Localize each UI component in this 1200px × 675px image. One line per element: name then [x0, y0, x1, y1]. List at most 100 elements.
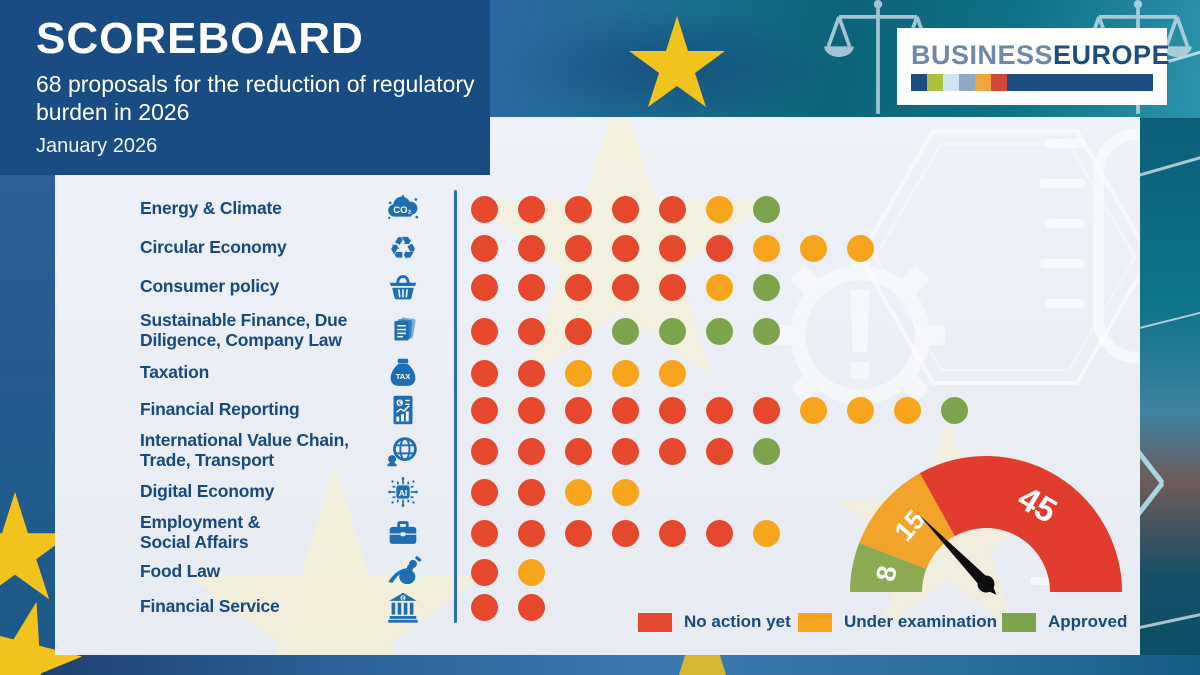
legend-swatch	[1002, 612, 1036, 632]
status-dot-no_action	[612, 195, 639, 223]
briefcase-icon	[384, 514, 422, 552]
legend-label: No action yet	[684, 612, 791, 631]
background-bottom-band	[0, 655, 1200, 675]
status-dot-no_action	[518, 396, 545, 424]
status-dot-no_action	[659, 234, 686, 262]
status-dot-no_action	[518, 437, 545, 465]
status-dot-no_action	[659, 273, 686, 301]
status-dots	[471, 396, 968, 424]
legend-label: Under examination	[844, 612, 998, 631]
logo-color-square	[959, 74, 975, 91]
category-separator-line	[454, 190, 457, 623]
gauge-value-label: 8	[871, 563, 903, 583]
gauge-segment-approved	[850, 542, 927, 592]
basket-icon	[384, 268, 422, 306]
logo-word-business: BUSINESS	[911, 40, 1054, 70]
watermark-bar	[1040, 259, 1085, 268]
background-right-band	[1140, 118, 1200, 655]
status-dot-no_action	[565, 437, 592, 465]
gauge-needle-pivot	[977, 575, 995, 593]
status-dots	[471, 478, 639, 506]
status-dot-under_examination	[706, 273, 733, 301]
category-label: Digital Economy	[140, 481, 275, 502]
documents-icon	[384, 312, 422, 350]
status-dot-no_action	[471, 195, 498, 223]
status-dot-under_examination	[612, 359, 639, 387]
status-dots	[471, 273, 780, 301]
gauge-segment-under_examination	[859, 473, 955, 569]
legend-item: No action yet	[638, 612, 791, 632]
status-dot-no_action	[565, 273, 592, 301]
status-dot-no_action	[706, 396, 733, 424]
svg-text:AI: AI	[399, 488, 408, 498]
status-dots	[471, 234, 874, 262]
status-dot-no_action	[706, 234, 733, 262]
status-dots	[471, 359, 686, 387]
legend-item: Under examination	[798, 612, 997, 632]
bank-icon: €	[384, 588, 422, 626]
status-dot-no_action	[612, 273, 639, 301]
status-dot-no_action	[659, 437, 686, 465]
watermark-bar	[1040, 179, 1085, 188]
globe-icon	[384, 432, 422, 470]
logo-color-square	[927, 74, 943, 91]
gauge-segment-no_action	[919, 456, 1122, 592]
status-dot-no_action	[659, 396, 686, 424]
status-dot-under_examination	[753, 234, 780, 262]
ai-chip-icon: AI	[384, 473, 422, 511]
category-label: Sustainable Finance, Due Diligence, Comp…	[140, 310, 348, 350]
co2-cloud-icon: CO₂	[384, 190, 422, 228]
category-label: Financial Service	[140, 596, 280, 617]
status-dot-no_action	[753, 396, 780, 424]
status-dot-no_action	[471, 359, 498, 387]
status-dot-no_action	[471, 437, 498, 465]
status-dot-no_action	[612, 519, 639, 547]
report-icon: €	[384, 391, 422, 429]
status-dot-no_action	[565, 234, 592, 262]
watermark-screen-bracket	[1093, 129, 1140, 363]
watermark-bar	[1045, 299, 1085, 308]
recycle-icon: ♻	[384, 229, 422, 267]
status-dot-under_examination	[518, 558, 545, 586]
svg-text:TAX: TAX	[396, 372, 411, 381]
status-dot-under_examination	[800, 396, 827, 424]
logo-color-long-bar	[1007, 74, 1153, 91]
status-dot-no_action	[471, 396, 498, 424]
status-dot-no_action	[565, 519, 592, 547]
status-dot-no_action	[706, 519, 733, 547]
status-dot-no_action	[518, 359, 545, 387]
status-dot-no_action	[518, 273, 545, 301]
category-label: International Value Chain, Trade, Transp…	[140, 430, 349, 470]
status-dot-under_examination	[706, 195, 733, 223]
logo-color-square	[975, 74, 991, 91]
status-dot-under_examination	[659, 359, 686, 387]
status-dots	[471, 317, 780, 345]
status-dot-no_action	[612, 396, 639, 424]
status-dots	[471, 558, 545, 586]
logo-word-europe: EUROPE	[1053, 40, 1171, 70]
status-dot-no_action	[565, 317, 592, 345]
status-dot-no_action	[471, 234, 498, 262]
status-dot-no_action	[659, 519, 686, 547]
status-dot-no_action	[471, 317, 498, 345]
svg-text:CO₂: CO₂	[393, 205, 411, 216]
status-dot-under_examination	[612, 478, 639, 506]
category-label: Employment & Social Affairs	[140, 512, 261, 552]
status-dot-no_action	[518, 234, 545, 262]
logo-color-bar	[911, 74, 1153, 91]
status-dots	[471, 195, 780, 223]
status-dot-no_action	[518, 317, 545, 345]
status-dot-approved	[706, 317, 733, 345]
status-dot-approved	[659, 317, 686, 345]
gauge-needle	[918, 514, 997, 595]
svg-text:€: €	[402, 596, 405, 602]
status-dot-no_action	[565, 396, 592, 424]
status-dot-no_action	[471, 593, 498, 621]
status-dot-approved	[753, 195, 780, 223]
status-dot-under_examination	[753, 519, 780, 547]
legend-item: Approved	[1002, 612, 1127, 632]
status-dot-under_examination	[894, 396, 921, 424]
status-dot-approved	[941, 396, 968, 424]
category-label: Circular Economy	[140, 237, 287, 258]
page-title: SCOREBOARD	[36, 14, 364, 63]
